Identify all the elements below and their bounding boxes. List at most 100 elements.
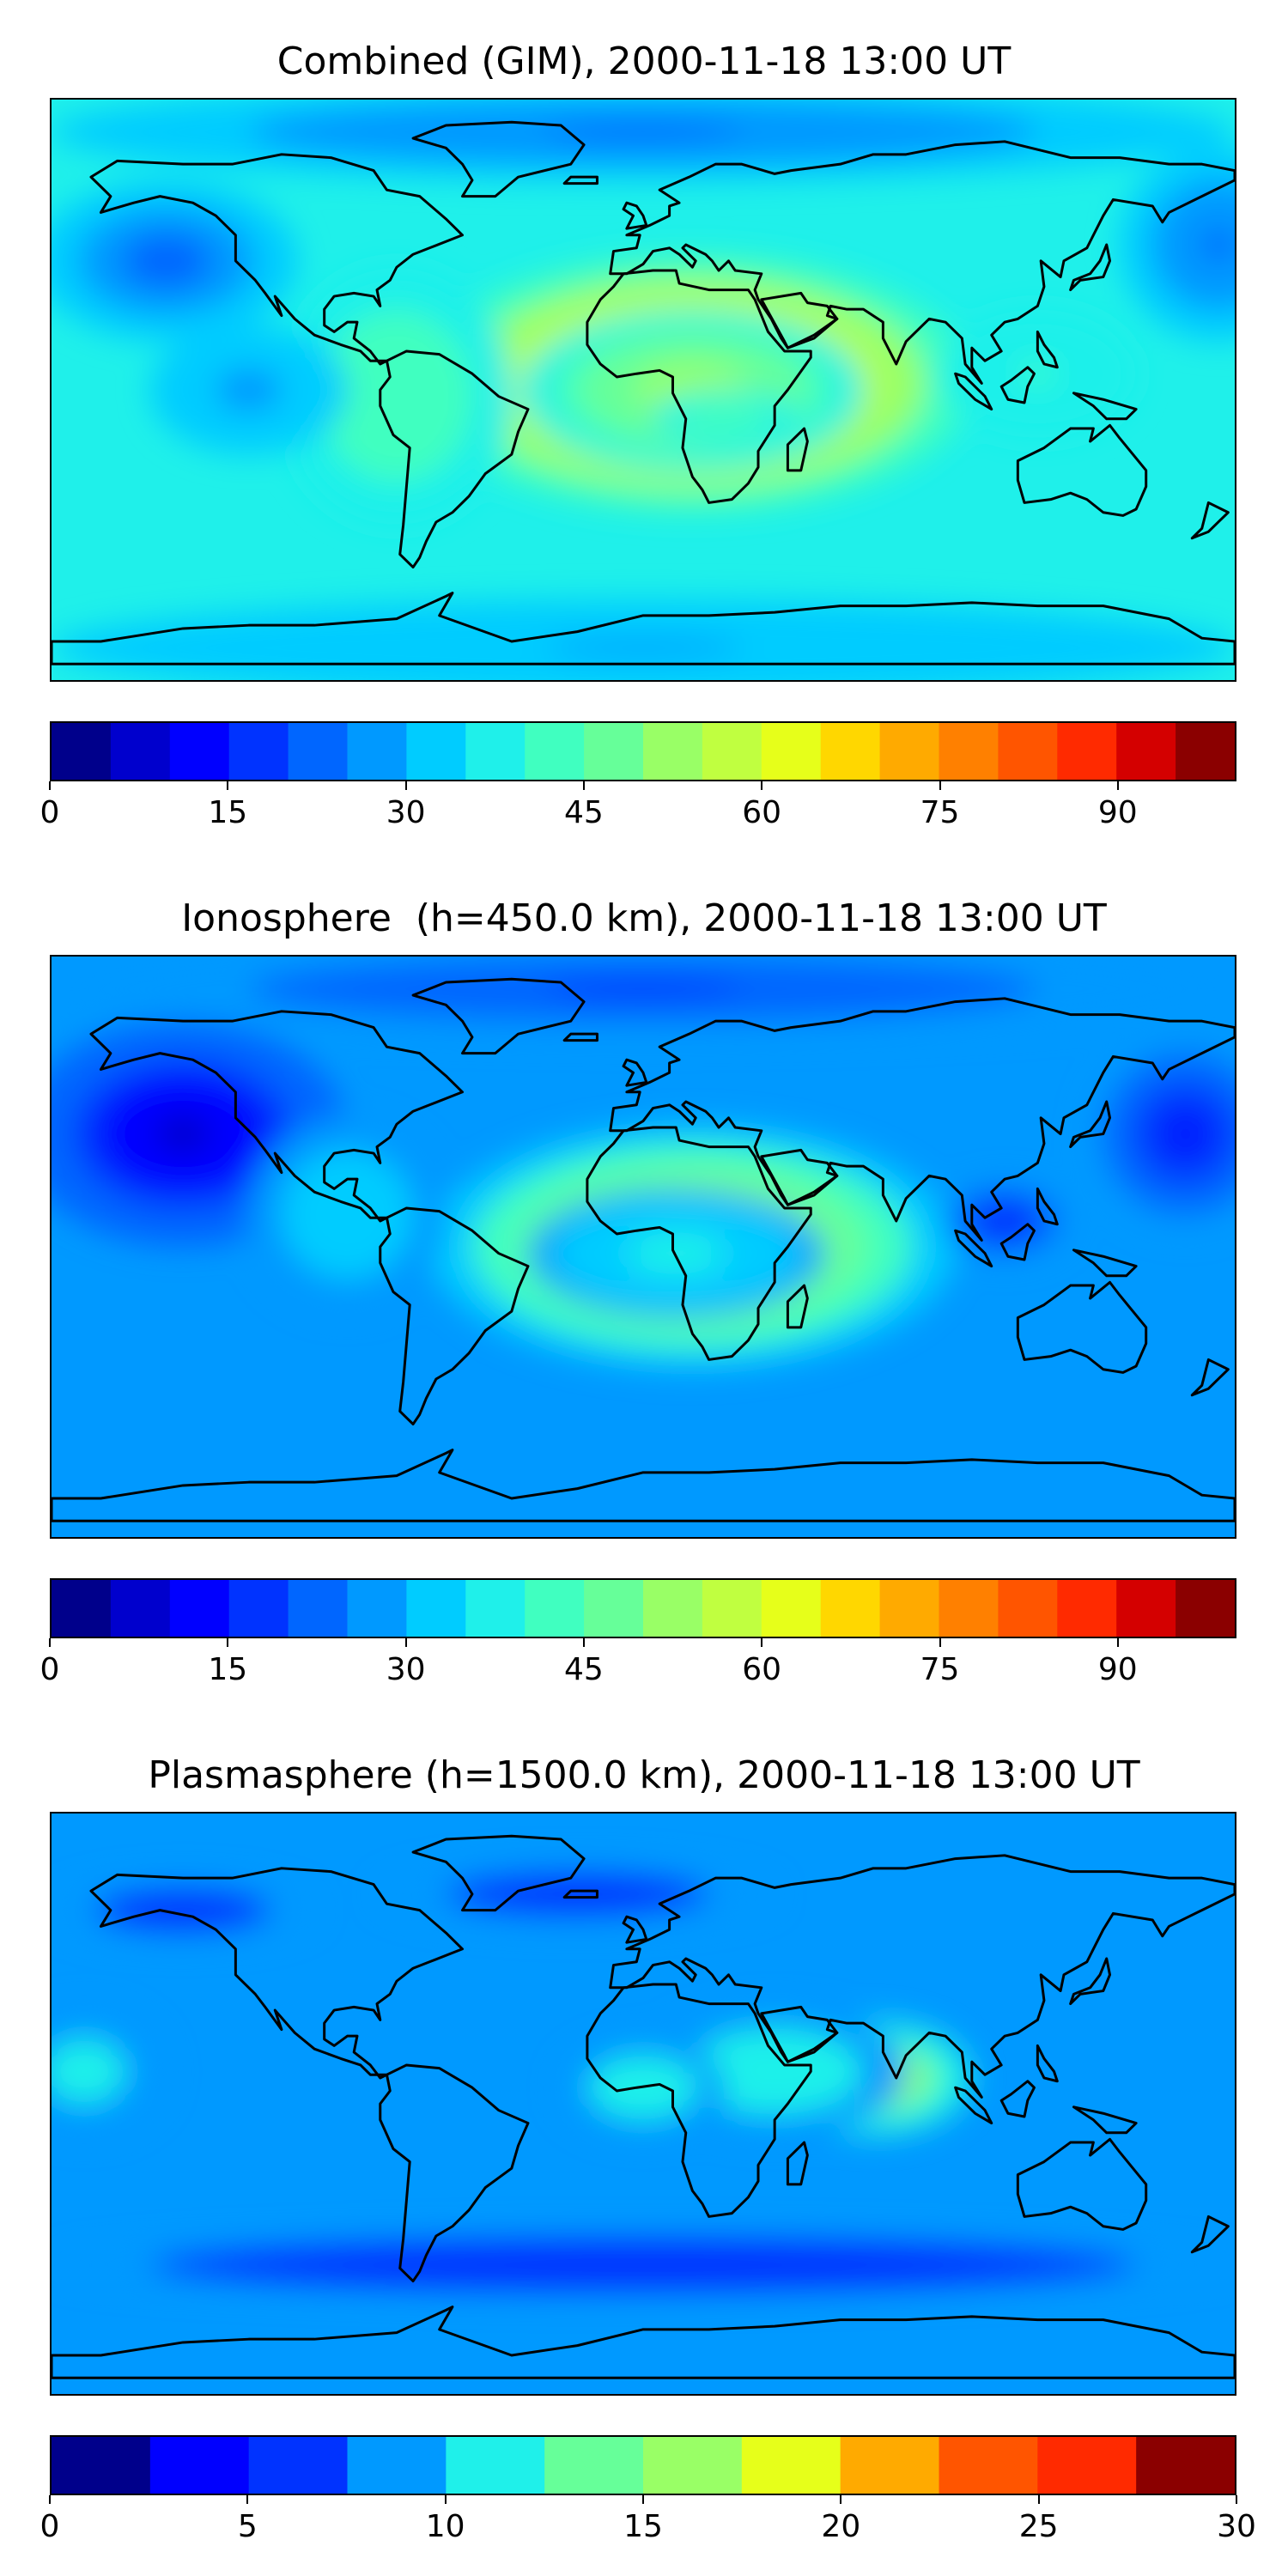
colorbar-tick-label: 0: [39, 795, 60, 830]
colorbar-segment: [998, 1580, 1058, 1637]
contour-region: [1201, 228, 1235, 261]
coastline-africa: [586, 1983, 812, 2218]
colorbar-tick-mark: [1037, 2495, 1040, 2504]
contour-region: [993, 1214, 1016, 1228]
colorbar-segment: [288, 723, 349, 780]
coastline-japan: [1069, 1957, 1112, 2006]
colorbar-tick-label: 10: [425, 2509, 465, 2544]
coastline-new-guinea: [1072, 2105, 1138, 2135]
colorbar-tick-mark: [582, 781, 585, 790]
coastline-sumatra: [954, 2086, 993, 2125]
colorbar-tick-mark: [582, 1638, 585, 1647]
colorbar-segment: [840, 2437, 940, 2494]
coastline-uk: [622, 1915, 648, 1944]
colorbar-tick-label: 30: [386, 795, 426, 830]
colorbar-segment: [702, 1580, 762, 1637]
colorbar-segment: [169, 1580, 230, 1637]
colorbar-tick-mark: [246, 2495, 249, 2504]
colorbar-tick-mark: [49, 781, 51, 790]
colorbar-segment: [288, 1580, 349, 1637]
coastline-new-zealand: [1190, 2215, 1230, 2254]
colorbar-tick-mark: [939, 1638, 941, 1647]
coastline-antarctica: [52, 2306, 1235, 2379]
value-field: [52, 1862, 1235, 2298]
coastline-arabian-peninsula: [760, 1148, 839, 1206]
panel-title-combined: Combined (GIM), 2000-11-18 13:00 UT: [276, 39, 1012, 83]
colorbar-tick-mark: [227, 1638, 229, 1647]
colorbar-segment: [1057, 1580, 1117, 1637]
colorbar-tick-label: 60: [742, 1652, 782, 1687]
colorbar-segment: [1176, 1580, 1235, 1637]
colorbar-tick-label: 60: [742, 795, 782, 830]
coastline-new-zealand: [1190, 1358, 1230, 1397]
coastline-australia: [1016, 1280, 1148, 1374]
colorbar-tick-label: 90: [1097, 795, 1138, 830]
colorbar-segment: [406, 1580, 466, 1637]
colorbar-segment: [347, 2437, 447, 2494]
coastline-south-america: [379, 2063, 530, 2283]
colorbar-segment: [584, 723, 644, 780]
colorbar-segment: [149, 2437, 250, 2494]
coastline-africa: [586, 1126, 812, 1361]
colorbar-segment: [761, 1580, 822, 1637]
contour-region: [1169, 1117, 1202, 1151]
colorbar-segment: [939, 723, 999, 780]
colorbar-ionosphere: [50, 1578, 1236, 1638]
coastline-south-america: [379, 349, 530, 569]
colorbar-segment: [525, 1580, 585, 1637]
colorbar-tick-mark: [49, 1638, 51, 1647]
coastline-arabian-peninsula: [760, 2005, 839, 2063]
colorbar-segment: [228, 1580, 289, 1637]
colorbar-segment: [110, 723, 171, 780]
colorbar-tick-label: 75: [920, 795, 960, 830]
colorbar-segment: [446, 2437, 545, 2494]
contour-region: [155, 1115, 211, 1153]
colorbar-segment: [998, 723, 1058, 780]
colorbar-segment: [1057, 723, 1117, 780]
coastline-iceland: [562, 1032, 598, 1042]
colorbar-segment: [761, 723, 822, 780]
coastline-north-america: [89, 1010, 465, 1223]
colorbar-segment: [52, 1580, 112, 1637]
colorbar-tick-label: 0: [39, 2509, 60, 2544]
colorbar-segment: [248, 2437, 349, 2494]
colorbar-segment: [643, 2437, 743, 2494]
coastline-arabian-peninsula: [760, 291, 839, 349]
coastline-antarctica: [52, 1449, 1235, 1522]
colorbar-tick-mark: [761, 781, 763, 790]
contour-region: [544, 124, 742, 140]
coastline-borneo: [999, 2080, 1036, 2118]
coastlines: [52, 120, 1235, 665]
contour-region: [232, 379, 265, 401]
colorbar-ticks-combined: 0 15 30 45 60 75 90: [40, 781, 1236, 833]
colorbar-segment: [544, 2437, 644, 2494]
colorbar-segment: [1176, 723, 1235, 780]
map-ionosphere: [50, 955, 1236, 1539]
colorbar-tick-label: 20: [821, 2509, 861, 2544]
coastline-japan: [1069, 243, 1112, 292]
coastline-eurasia: [609, 1854, 1235, 2099]
contour-region: [651, 1242, 702, 1265]
colorbar-segment: [741, 2437, 841, 2494]
coastline-sumatra: [954, 372, 993, 411]
coastline-antarctica: [52, 592, 1235, 665]
colorbar-segment: [879, 1580, 940, 1637]
contour-region: [377, 374, 416, 418]
panel-title-plasmasphere: Plasmasphere (h=1500.0 km), 2000-11-18 1…: [148, 1753, 1140, 1797]
colorbar-tick-mark: [761, 1638, 763, 1647]
colorbar-segment: [1037, 2437, 1137, 2494]
colorbar-tick-label: 25: [1018, 2509, 1059, 2544]
colorbar-segment: [52, 2437, 151, 2494]
coastline-borneo: [999, 366, 1036, 404]
colorbar-tick-mark: [1116, 781, 1119, 790]
colorbar-tick-label: 0: [39, 1652, 60, 1687]
colorbar-tick-label: 45: [563, 795, 604, 830]
coastline-australia: [1016, 423, 1148, 517]
colorbar-segment: [939, 2437, 1038, 2494]
colorbar-segment: [406, 723, 466, 780]
coastline-north-america: [89, 153, 465, 366]
colorbar-segment: [1136, 2437, 1235, 2494]
coastline-indochina-islands: [1036, 330, 1059, 369]
colorbar-ticks-plasmasphere: 0 5 10 15 20 25 30: [40, 2495, 1256, 2547]
colorbar-plasmasphere: [50, 2435, 1236, 2495]
